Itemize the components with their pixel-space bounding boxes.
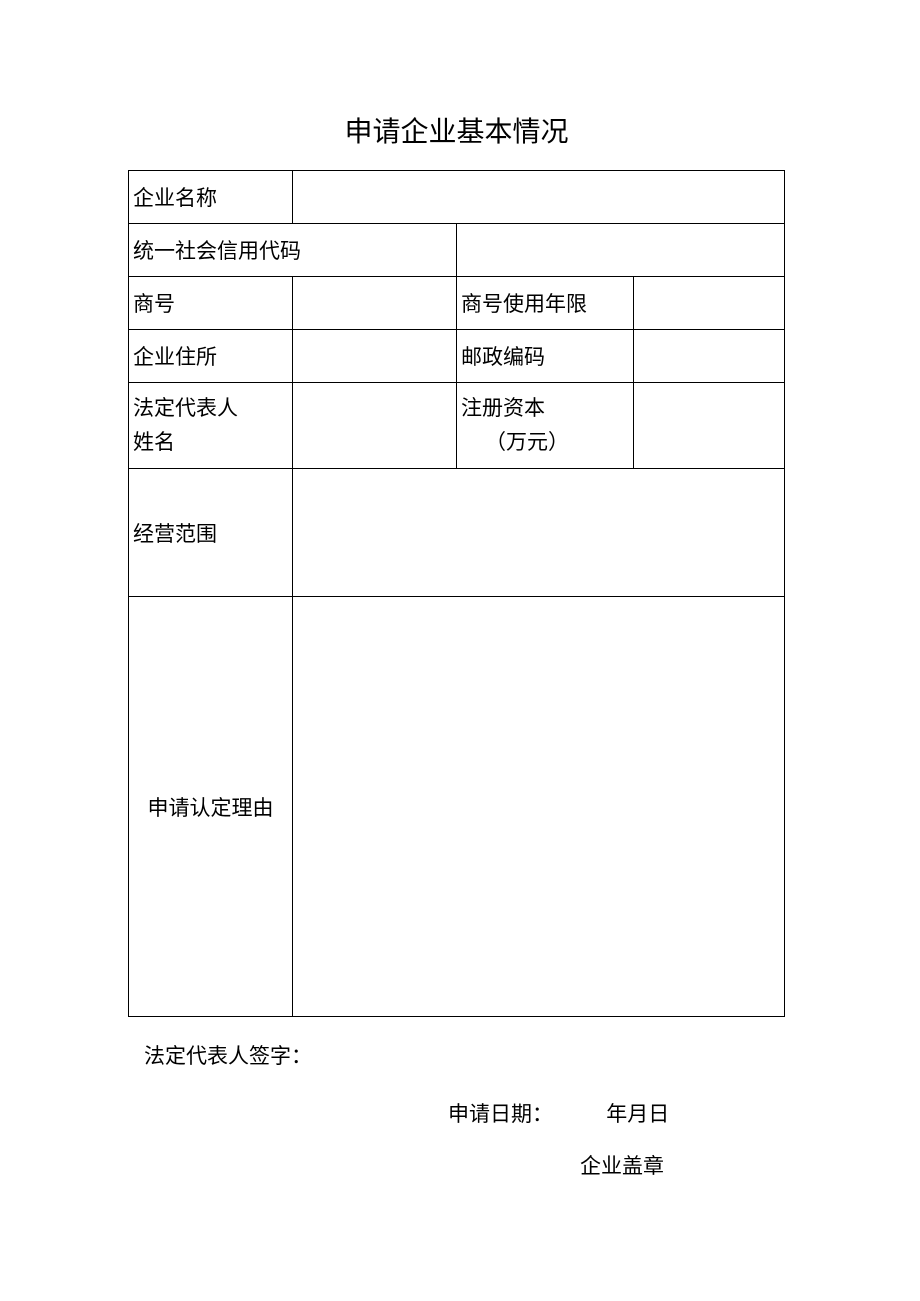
date-line: 申请日期： 年月日 <box>128 1093 785 1135</box>
value-legal-rep <box>293 383 457 469</box>
label-business-scope: 经营范围 <box>129 469 293 597</box>
label-postal-code: 邮政编码 <box>457 330 634 383</box>
label-legal-rep-line2: 姓名 <box>133 426 288 460</box>
row-address: 企业住所 邮政编码 <box>129 330 785 383</box>
value-trade-name-years <box>634 277 785 330</box>
value-business-scope <box>293 469 785 597</box>
value-address <box>293 330 457 383</box>
label-company-name: 企业名称 <box>129 171 293 224</box>
row-application-reason: 申请认定理由 <box>129 597 785 1017</box>
value-credit-code <box>457 224 785 277</box>
row-business-scope: 经营范围 <box>129 469 785 597</box>
value-trade-name <box>293 277 457 330</box>
value-application-reason <box>293 597 785 1017</box>
row-trade-name: 商号 商号使用年限 <box>129 277 785 330</box>
label-capital-unit: （万元） <box>461 426 629 460</box>
label-application-reason: 申请认定理由 <box>129 597 293 1017</box>
label-credit-code: 统一社会信用代码 <box>129 224 457 277</box>
date-label: 申请日期： <box>448 1093 553 1135</box>
form-title: 申请企业基本情况 <box>128 110 785 150</box>
label-legal-rep-line1: 法定代表人 <box>133 392 288 426</box>
application-form-table: 企业名称 统一社会信用代码 商号 商号使用年限 企业住所 邮政编码 法定代表人 … <box>128 170 785 1017</box>
row-legal-rep: 法定代表人 姓名 注册资本 （万元） <box>129 383 785 469</box>
row-company-name: 企业名称 <box>129 171 785 224</box>
label-address: 企业住所 <box>129 330 293 383</box>
label-trade-name: 商号 <box>129 277 293 330</box>
value-company-name <box>293 171 785 224</box>
row-credit-code: 统一社会信用代码 <box>129 224 785 277</box>
value-postal-code <box>634 330 785 383</box>
label-legal-rep: 法定代表人 姓名 <box>129 383 293 469</box>
label-registered-capital: 注册资本 （万元） <box>457 383 634 469</box>
stamp-label: 企业盖章 <box>128 1145 785 1187</box>
value-registered-capital <box>634 383 785 469</box>
label-trade-name-years: 商号使用年限 <box>457 277 634 330</box>
label-capital-line1: 注册资本 <box>461 392 629 426</box>
footer-section: 法定代表人签字： 申请日期： 年月日 企业盖章 <box>128 1035 785 1187</box>
date-value: 年月日 <box>606 1093 669 1135</box>
signature-label: 法定代表人签字： <box>128 1035 785 1077</box>
